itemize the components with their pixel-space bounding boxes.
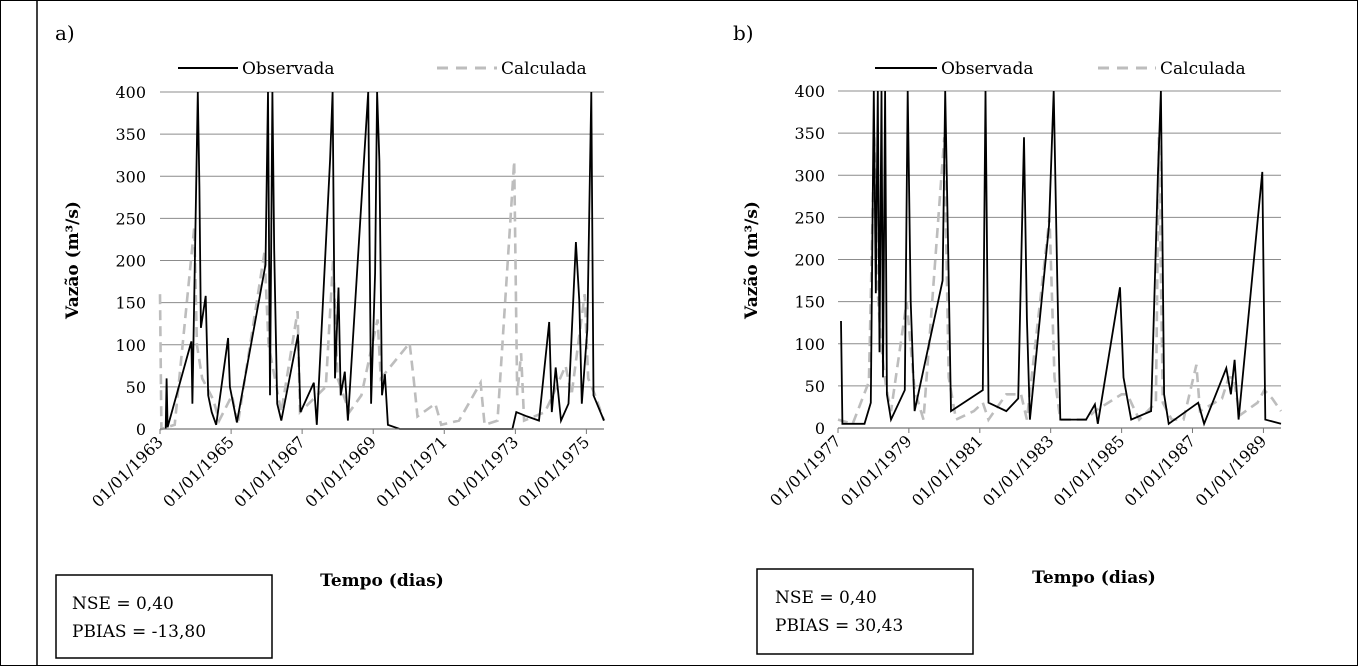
y-tick-label: 0 (815, 419, 825, 438)
y-tick-label: 350 (794, 124, 825, 143)
series-line-calculada (837, 137, 1283, 426)
y-tick-label: 250 (115, 209, 146, 228)
y-tick-label: 400 (115, 83, 146, 102)
y-tick-label: 200 (794, 251, 825, 270)
y-tick-label: 50 (805, 377, 825, 396)
y-tick-label: 250 (794, 208, 825, 227)
y-tick-label: 0 (136, 420, 146, 439)
y-axis-title: Vazão (m³/s) (63, 201, 83, 320)
y-axis-title: Vazão (m³/s) (742, 201, 762, 320)
series-line-observada (164, 91, 605, 430)
x-axis-title: Tempo (dias) (320, 571, 444, 591)
pbias-value: PBIAS = -13,80 (72, 622, 206, 642)
y-tick-label: 100 (794, 335, 825, 354)
series-calculada (837, 137, 1283, 426)
pbias-value: PBIAS = 30,43 (775, 616, 903, 636)
y-tick-label: 100 (115, 336, 146, 355)
legend: Observada Calculada (178, 59, 587, 79)
series-observada (840, 90, 1282, 427)
y-tick-label: 350 (115, 125, 146, 144)
legend-label-observada: Observada (242, 59, 335, 79)
x-axis-title: Tempo (dias) (1032, 568, 1156, 588)
legend-label-observada: Observada (941, 59, 1034, 79)
legend: Observada Calculada (875, 59, 1246, 79)
legend-label-calculada: Calculada (1160, 59, 1246, 79)
y-tick-label: 150 (115, 294, 146, 313)
y-tick-label: 300 (794, 166, 825, 185)
stats-box-border (756, 568, 974, 655)
y-tick-label: 50 (126, 378, 146, 397)
panel-label: a) (55, 21, 75, 45)
y-tick-label: 150 (794, 293, 825, 312)
nse-value: NSE = 0,40 (775, 588, 877, 608)
nse-value: NSE = 0,40 (72, 594, 174, 614)
y-tick-labels: 0 50 100 150 200 250 300 350 400 (115, 83, 146, 439)
stats-box: NSE = 0,40 PBIAS = 30,43 (756, 568, 974, 655)
y-tick-label: 200 (115, 252, 146, 271)
series-line-observada (840, 90, 1282, 427)
series-line-calculada (158, 161, 606, 431)
series-calculada (158, 161, 606, 431)
stats-box: NSE = 0,40 PBIAS = -13,80 (55, 574, 273, 659)
y-tick-label: 300 (115, 167, 146, 186)
series-observada (164, 91, 605, 430)
stats-box-border (55, 574, 273, 659)
legend-label-calculada: Calculada (501, 59, 587, 79)
panel-label: b) (733, 21, 754, 45)
y-tick-labels: 0 50 100 150 200 250 300 350 400 (794, 82, 825, 438)
y-tick-label: 400 (794, 82, 825, 101)
gridlines (838, 90, 1281, 387)
gridlines (160, 91, 604, 388)
